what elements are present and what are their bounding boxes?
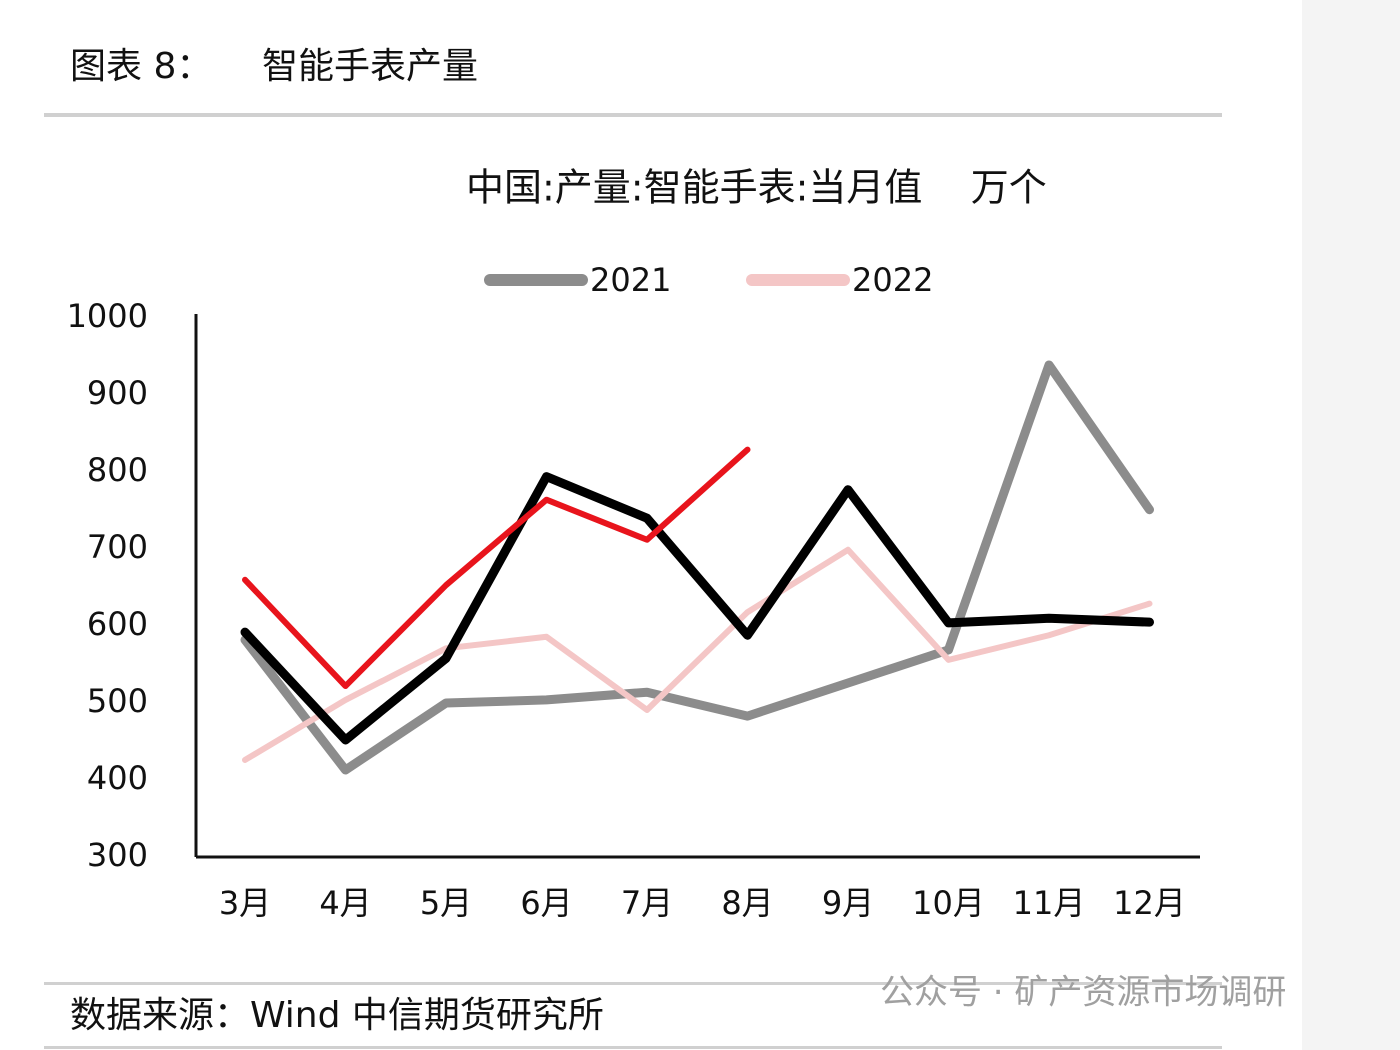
x-tick-label: 7月 bbox=[621, 884, 673, 922]
y-tick-label: 1000 bbox=[67, 297, 148, 335]
bottom-rule bbox=[44, 1046, 1222, 1049]
x-tick-label: 10月 bbox=[912, 884, 985, 922]
y-tick-label: 700 bbox=[87, 528, 148, 566]
x-tick-label: 12月 bbox=[1113, 884, 1186, 922]
x-tick-label: 8月 bbox=[721, 884, 773, 922]
source-note: 数据来源：Wind 中信期货研究所 bbox=[70, 995, 604, 1036]
y-tick-label: 900 bbox=[87, 374, 148, 412]
series-line bbox=[242, 446, 751, 690]
y-tick-label: 600 bbox=[87, 605, 148, 643]
series-line bbox=[240, 472, 1154, 745]
x-tick-label: 5月 bbox=[420, 884, 472, 922]
bottom-rule bbox=[44, 982, 1222, 985]
figure-title: 智能手表产量 bbox=[262, 46, 478, 87]
side-strip bbox=[1302, 0, 1400, 1050]
y-tick-label: 400 bbox=[87, 759, 148, 797]
legend-label: 2021 bbox=[590, 261, 671, 299]
x-tick-label: 4月 bbox=[319, 884, 371, 922]
figure-label: 图表 8： bbox=[70, 46, 212, 87]
x-tick-label: 11月 bbox=[1013, 884, 1086, 922]
chart-title: 中国:产量:智能手表:当月值 万个 bbox=[466, 166, 1047, 210]
x-tick-label: 3月 bbox=[219, 884, 271, 922]
x-tick-label: 9月 bbox=[822, 884, 874, 922]
x-tick-label: 6月 bbox=[520, 884, 572, 922]
y-tick-label: 300 bbox=[87, 836, 148, 874]
series-line bbox=[240, 360, 1154, 775]
y-tick-label: 500 bbox=[87, 682, 148, 720]
series-line bbox=[242, 546, 1153, 763]
legend-label: 2022 bbox=[852, 261, 933, 299]
top-rule bbox=[44, 113, 1222, 117]
y-tick-label: 800 bbox=[87, 451, 148, 489]
watermark: 公众号 · 矿产资源市场调研 bbox=[880, 973, 1286, 1013]
